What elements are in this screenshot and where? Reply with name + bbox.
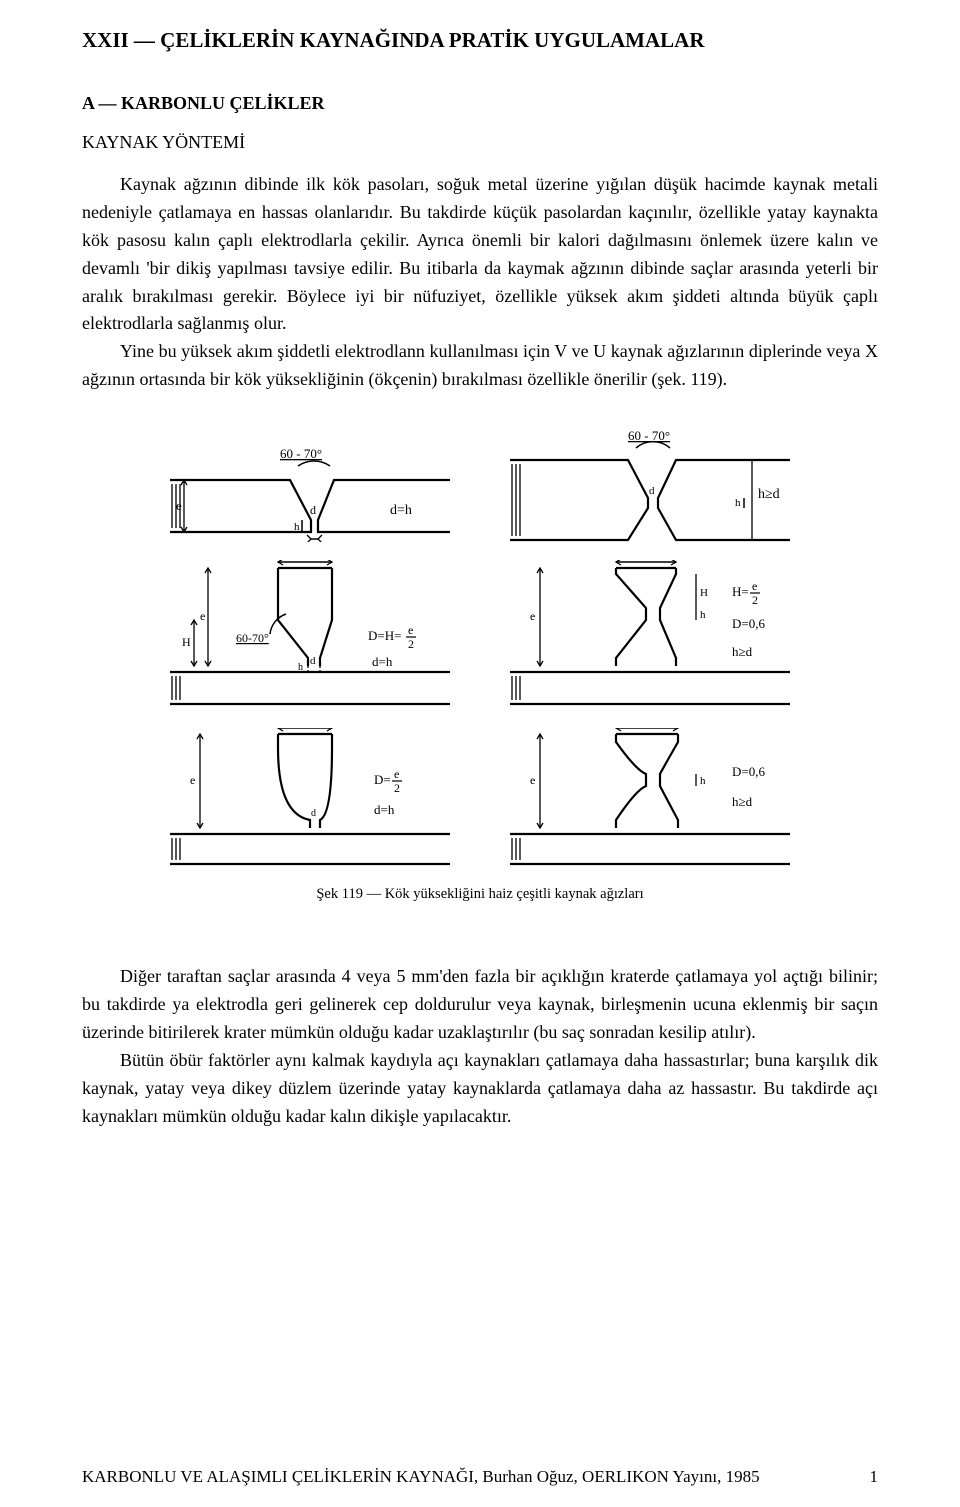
eq-d-h: d=h (374, 802, 395, 817)
angle-label: 60-70° (236, 631, 269, 645)
eq-h-d: h≥d (758, 487, 780, 502)
eq-frac-e: e (752, 579, 757, 593)
angle-60-70: 60 - 70° (628, 428, 670, 443)
page-footer: KARBONLU VE ALAŞIMLI ÇELİKLERİN KAYNAĞI,… (82, 1467, 878, 1487)
caption-text: Kök yüksekliğini haiz çeşitli kaynak ağı… (385, 886, 644, 902)
eq-D06: D=0,6 (732, 616, 765, 631)
eq-H: H= (732, 584, 749, 599)
dim-d: d (310, 655, 316, 667)
figure-119: e 60 - 70° d h d=h (82, 422, 878, 903)
dim-d: d (649, 485, 655, 497)
figure-row-2: H e D 60-70° D=H= e 2 d=h d h (160, 560, 800, 710)
eq-frac-e: e (394, 767, 399, 781)
dim-h: h (298, 662, 303, 673)
dim-H: H (700, 587, 708, 599)
eq-hd: h≥d (732, 644, 753, 659)
diagram-x-groove: 60 - 70° h h≥d d (500, 422, 800, 542)
eq-D06: D=0,6 (732, 764, 765, 779)
paragraph-3: Diğer taraftan saçlar arasında 4 veya 5 … (82, 963, 878, 1047)
figure-caption: Şek 119 — Kök yüksekliğini haiz çeşitli … (316, 886, 643, 903)
dim-e: e (176, 498, 182, 513)
diagram-v-groove: e 60 - 70° d h d=h (160, 422, 460, 542)
dim-e: e (530, 773, 535, 787)
figure-row-1: e 60 - 70° d h d=h (160, 422, 800, 542)
eq-d-h: d=h (390, 503, 412, 518)
dim-h: h (700, 775, 706, 787)
section-a-heading: A — KARBONLU ÇELİKLER (82, 93, 878, 114)
paragraph-4: Bütün öbür faktörler aynı kalmak kaydıyl… (82, 1047, 878, 1131)
dim-H: H (182, 635, 191, 649)
diagram-t-v: H e D 60-70° D=H= e 2 d=h d h (160, 560, 460, 710)
dim-e: e (200, 609, 205, 623)
eq-d-h: d=h (372, 654, 393, 669)
eq-frac-2: 2 (394, 781, 400, 795)
diagram-t-u: e D D= e 2 d=h d (160, 728, 460, 868)
paragraph-2: Yine bu yüksek akım şiddetli elektrodlan… (82, 338, 878, 394)
page-title: XXII — ÇELİKLERİN KAYNAĞINDA PRATİK UYGU… (82, 28, 878, 53)
dim-h: h (700, 609, 706, 621)
angle-60-70: 60 - 70° (280, 446, 322, 461)
eq-D: D= (374, 772, 391, 787)
diagram-t-double-u: e D h D=0,6 h≥d (500, 728, 800, 868)
eq-frac-e: e (408, 623, 413, 637)
dim-D: D (298, 560, 307, 561)
footer-reference: KARBONLU VE ALAŞIMLI ÇELİKLERİN KAYNAĞI,… (82, 1467, 760, 1487)
dim-h: h (735, 497, 741, 509)
figure-diagram-rows: e 60 - 70° d h d=h (160, 422, 800, 868)
subsection-heading: KAYNAK YÖNTEMİ (82, 132, 878, 153)
dim-e: e (530, 609, 535, 623)
paragraph-1: Kaynak ağzının dibinde ilk kök pasoları,… (82, 171, 878, 338)
caption-prefix: Şek 119 — (316, 886, 381, 902)
diagram-t-x: e D H h H= e 2 D=0,6 h≥d (500, 560, 800, 710)
eq-D-H: D=H= (368, 628, 401, 643)
dim-e: e (190, 773, 195, 787)
dim-d: d (310, 503, 316, 517)
page-number: 1 (870, 1467, 879, 1487)
dim-h: h (294, 521, 300, 533)
figure-row-3: e D D= e 2 d=h d (160, 728, 800, 868)
eq-hd: h≥d (732, 794, 753, 809)
dim-D: D (640, 560, 649, 561)
eq-frac-2: 2 (408, 637, 414, 651)
eq-frac-2: 2 (752, 593, 758, 607)
dim-d: d (311, 808, 316, 819)
